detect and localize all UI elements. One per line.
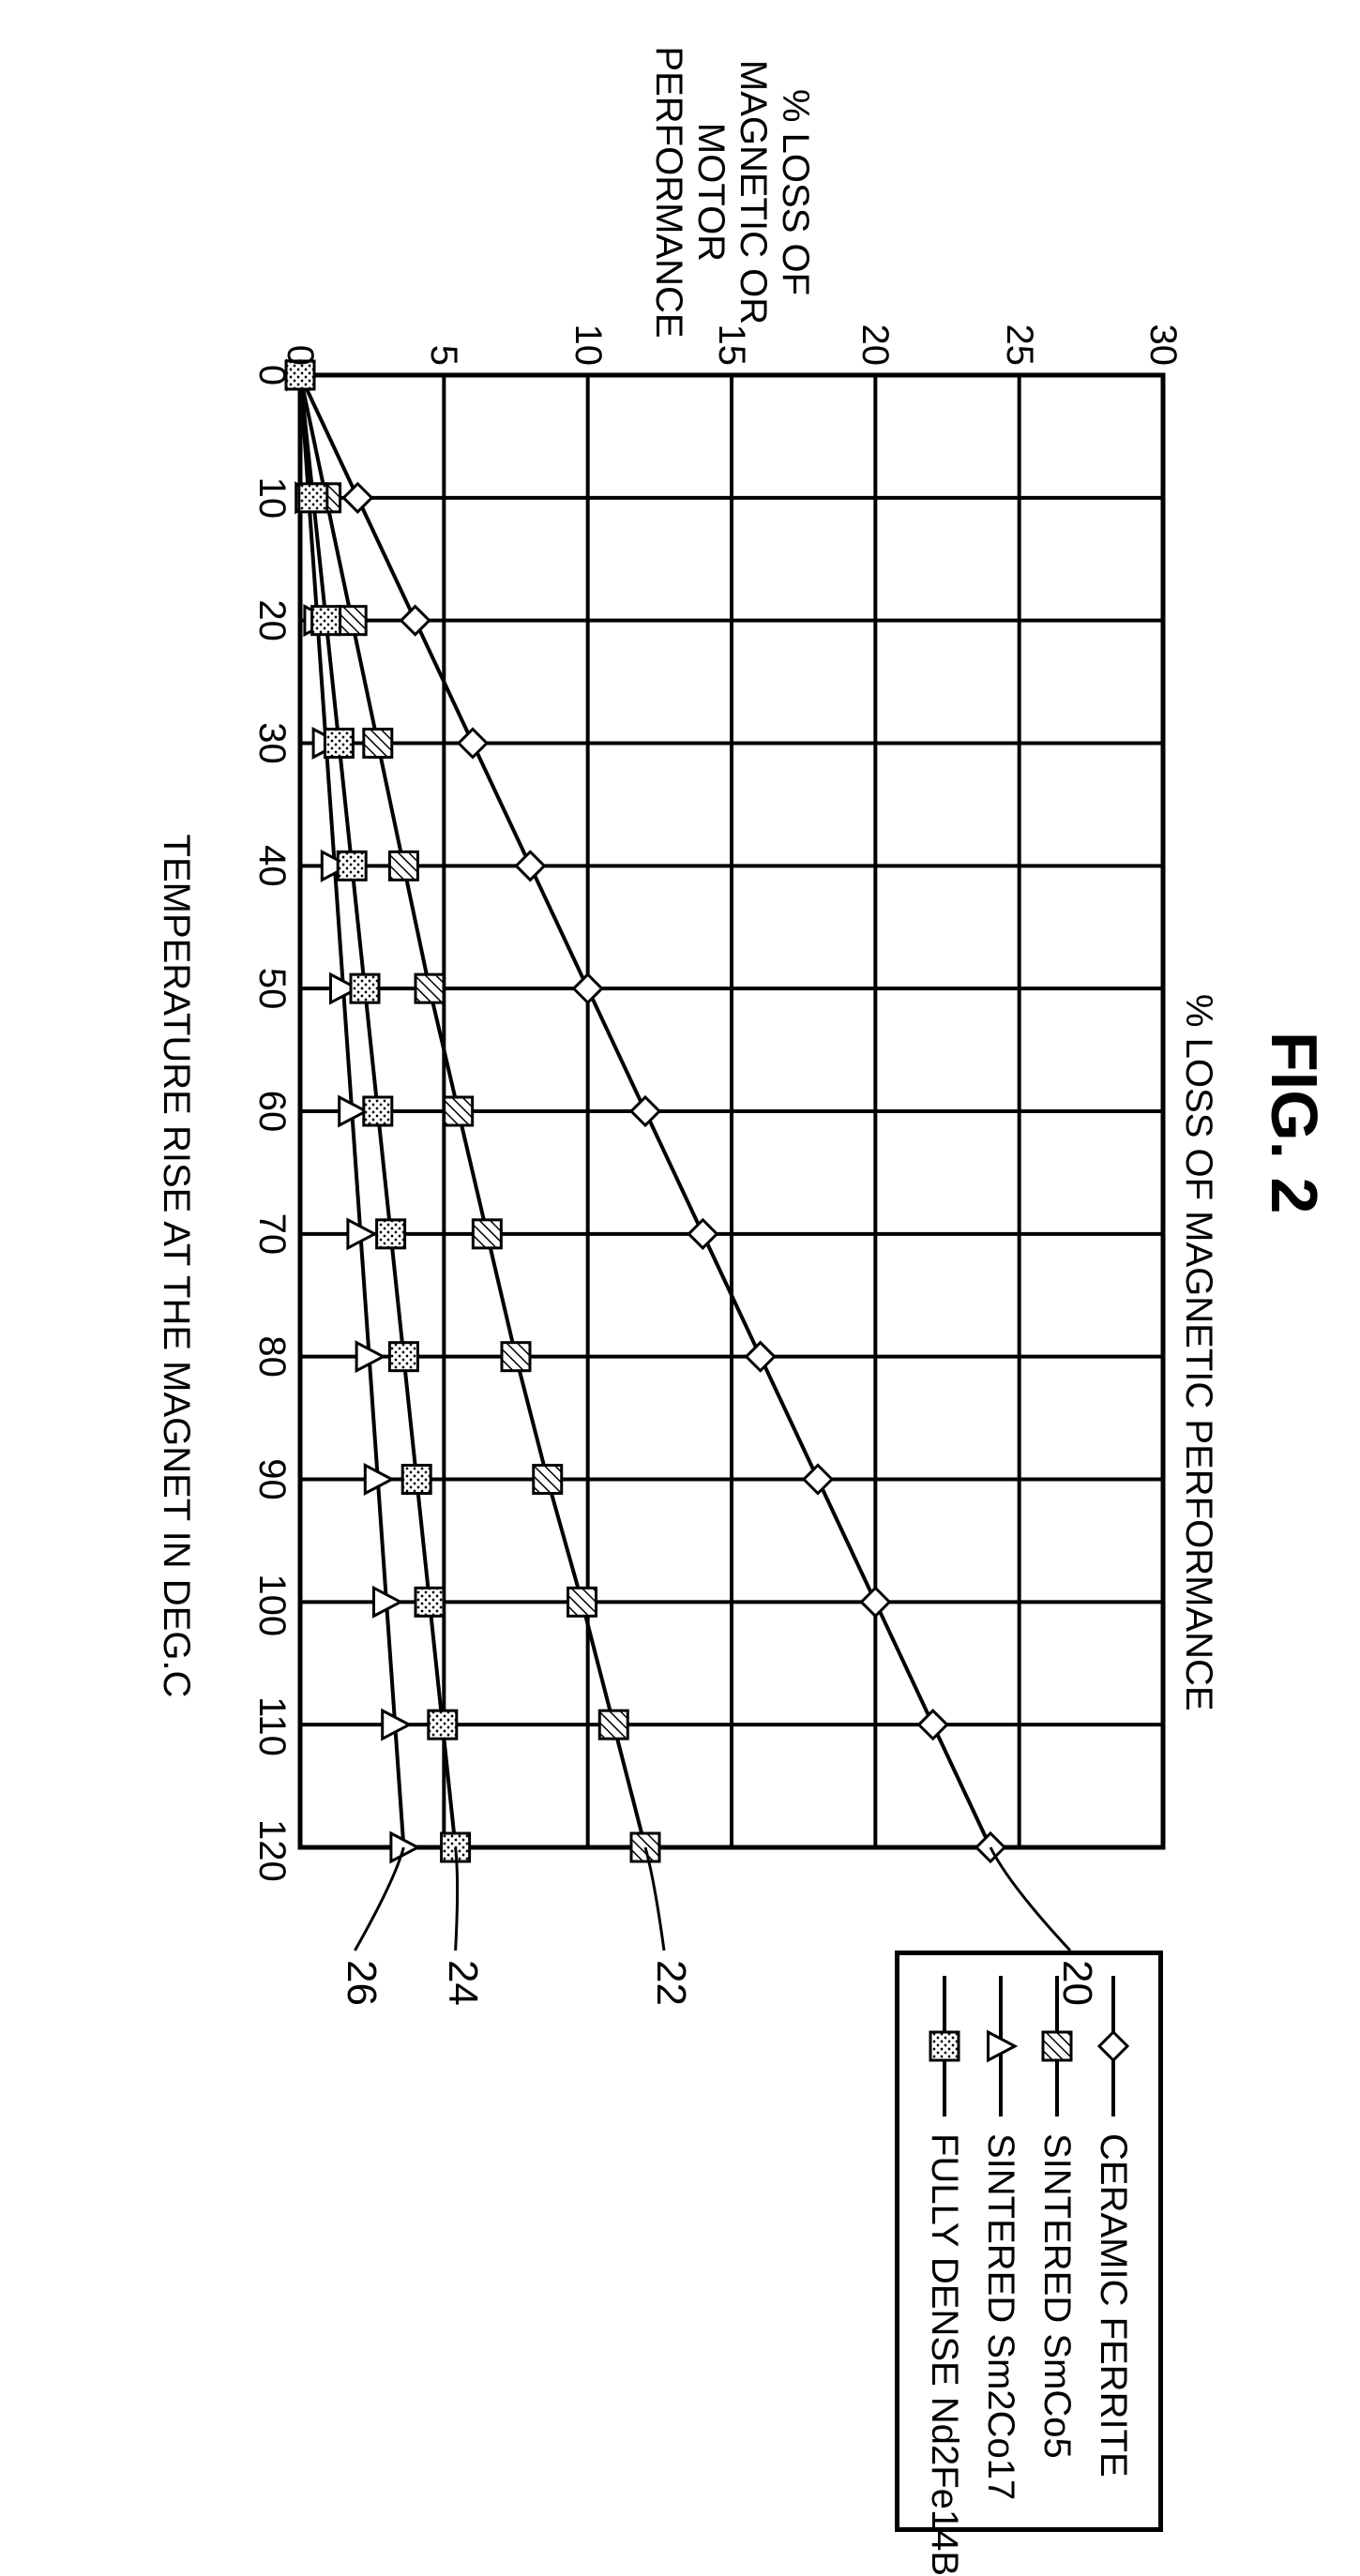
x-axis-label: TEMPERATURE RISE AT THE MAGNET IN DEG.C <box>155 656 197 1876</box>
series-marker-sintered_smco5 <box>338 607 366 635</box>
series-marker-sintered_smco5 <box>473 1220 501 1248</box>
legend-label-ceramic_ferrite: CERAMIC FERRITE <box>1093 2133 1135 2478</box>
legend-label-sintered_sm2co17: SINTERED Sm2Co17 <box>980 2133 1022 2500</box>
series-marker-fully_dense_nd2fe14b <box>402 1466 431 1494</box>
chart-title: % LOSS OF MAGNETIC PERFORMANCE <box>1177 994 1219 1711</box>
series-marker-sintered_smco5 <box>416 974 444 1002</box>
legend-item-fully_dense_nd2fe14b: FULLY DENSE Nd2Fe14B <box>916 1976 973 2507</box>
series-marker-fully_dense_nd2fe14b <box>377 1220 405 1248</box>
legend-label-fully_dense_nd2fe14b: FULLY DENSE Nd2Fe14B <box>924 2133 966 2576</box>
y-tick-label: 15 <box>710 324 752 367</box>
plot-area <box>300 375 1163 1847</box>
series-marker-fully_dense_nd2fe14b <box>325 730 353 758</box>
series-marker-fully_dense_nd2fe14b <box>338 851 366 880</box>
y-tick-label: 30 <box>1141 324 1184 367</box>
x-tick-label: 0 <box>250 347 293 403</box>
series-marker-sintered_smco5 <box>568 1588 597 1616</box>
series-marker-fully_dense_nd2fe14b <box>364 1097 392 1125</box>
y-tick-label: 10 <box>567 324 609 367</box>
series-marker-sintered_smco5 <box>389 851 417 880</box>
callout-leader-26 <box>355 1847 403 1951</box>
x-tick-label: 30 <box>250 716 293 772</box>
x-tick-label: 110 <box>250 1696 293 1753</box>
series-marker-sintered_smco5 <box>599 1710 627 1739</box>
callout-26: 26 <box>338 1960 385 2006</box>
series-marker-fully_dense_nd2fe14b <box>299 484 327 512</box>
x-tick-label: 20 <box>250 593 293 649</box>
series-marker-sintered_smco5 <box>445 1097 473 1125</box>
legend-swatch-sintered_sm2co17 <box>980 1976 1021 2117</box>
legend-swatch-fully_dense_nd2fe14b <box>924 1976 965 2117</box>
legend-label-sintered_smco5: SINTERED SmCo5 <box>1036 2133 1079 2459</box>
y-axis-label: % LOSS OF MAGNETIC OR MOTOR PERFORMANCE <box>647 38 816 347</box>
x-tick-label: 80 <box>250 1329 293 1385</box>
x-tick-label: 50 <box>250 960 293 1017</box>
x-tick-label: 120 <box>250 1819 293 1876</box>
legend-item-ceramic_ferrite: CERAMIC FERRITE <box>1085 1976 1141 2507</box>
legend-item-sintered_sm2co17: SINTERED Sm2Co17 <box>973 1976 1029 2507</box>
callout-20: 20 <box>1053 1960 1100 2006</box>
x-tick-label: 100 <box>250 1574 293 1630</box>
callout-leader-20 <box>990 1847 1070 1951</box>
series-marker-fully_dense_nd2fe14b <box>429 1710 457 1739</box>
callout-24: 24 <box>439 1960 486 2006</box>
y-tick-label: 20 <box>854 324 896 367</box>
series-marker-fully_dense_nd2fe14b <box>312 607 340 635</box>
callout-leader-24 <box>456 1847 458 1951</box>
series-marker-fully_dense_nd2fe14b <box>389 1343 417 1371</box>
series-marker-fully_dense_nd2fe14b <box>416 1588 444 1616</box>
y-tick-label: 5 <box>422 345 464 366</box>
legend-item-sintered_smco5: SINTERED SmCo5 <box>1029 1976 1085 2507</box>
series-marker-sintered_smco5 <box>534 1466 562 1494</box>
series-marker-fully_dense_nd2fe14b <box>351 974 379 1002</box>
figure-title: FIG. 2 <box>1257 1032 1332 1213</box>
legend: CERAMIC FERRITE SINTERED SmCo5 SINTERED Sm… <box>895 1951 1163 2532</box>
x-tick-label: 90 <box>250 1452 293 1508</box>
x-tick-label: 40 <box>250 837 293 894</box>
x-tick-label: 10 <box>250 470 293 526</box>
y-tick-label: 25 <box>998 324 1040 367</box>
series-marker-sintered_smco5 <box>502 1343 530 1371</box>
x-tick-label: 70 <box>250 1206 293 1262</box>
callout-22: 22 <box>647 1960 694 2006</box>
series-marker-sintered_smco5 <box>364 730 392 758</box>
x-tick-label: 60 <box>250 1083 293 1139</box>
